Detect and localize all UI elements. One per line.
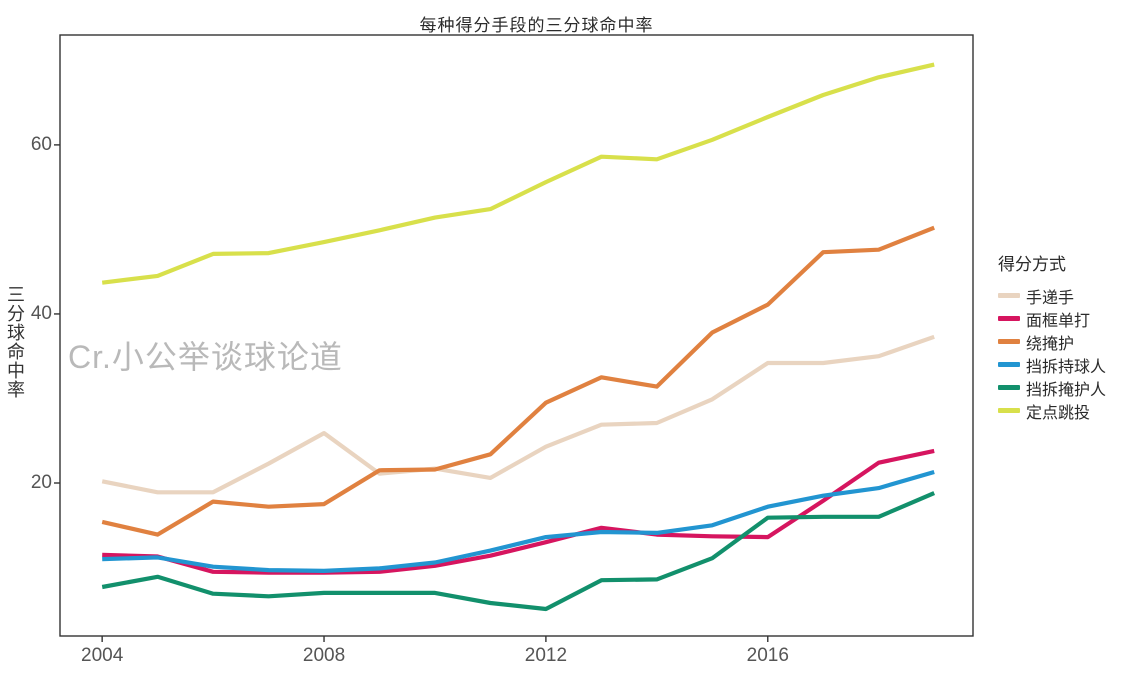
series-line-手递手: [101, 334, 935, 495]
legend-item-面框单打: 面框单打: [996, 307, 1106, 330]
legend-label: 挡拆持球人: [1026, 358, 1107, 376]
series-line-定点跳投: [101, 62, 935, 285]
y-tick-label: 20: [30, 472, 52, 493]
x-tick-label: 2012: [524, 645, 568, 666]
watermark: Cr.小公举谈球论道: [68, 339, 343, 375]
legend-key-line-icon: [998, 385, 1020, 390]
legend-key-line-icon: [998, 293, 1020, 298]
y-axis-title: 三分球命中率: [5, 285, 25, 399]
legend-item-挡拆掩护人: 挡拆掩护人: [996, 376, 1106, 399]
legend: 得分方式 手递手面框单打绕掩护挡拆持球人挡拆掩护人定点跳投: [996, 250, 1106, 422]
series-line-绕掩护: [101, 225, 935, 537]
legend-title: 得分方式: [998, 255, 1066, 274]
x-tick-label: 2016: [746, 645, 789, 666]
x-tick-label: 2004: [81, 645, 124, 666]
y-tick-label: 60: [30, 133, 52, 155]
series-line-挡拆掩护人: [101, 491, 936, 612]
legend-key-line-icon: [998, 362, 1020, 367]
legend-key-line-icon: [998, 316, 1020, 321]
legend-label: 面框单打: [1026, 312, 1091, 330]
y-tick-label: 40: [30, 302, 52, 324]
legend-label: 手递手: [1026, 289, 1075, 307]
legend-item-绕掩护: 绕掩护: [996, 330, 1106, 353]
series-line-面框单打: [102, 448, 935, 575]
legend-key-line-icon: [998, 408, 1020, 413]
chart-title: 每种得分手段的三分球命中率: [419, 16, 654, 35]
series-line-挡拆持球人: [102, 469, 935, 574]
legend-item-手递手: 手递手: [996, 284, 1106, 307]
legend-label: 定点跳投: [1026, 404, 1091, 422]
legend-label: 绕掩护: [1026, 335, 1075, 353]
legend-items: 手递手面框单打绕掩护挡拆持球人挡拆掩护人定点跳投: [996, 284, 1106, 422]
legend-item-定点跳投: 定点跳投: [996, 399, 1106, 422]
legend-key-line-icon: [998, 339, 1020, 344]
panel-border: [59, 34, 974, 637]
x-tick-label: 2008: [302, 645, 346, 666]
legend-item-挡拆持球人: 挡拆持球人: [996, 353, 1106, 376]
legend-label: 挡拆掩护人: [1026, 381, 1107, 399]
